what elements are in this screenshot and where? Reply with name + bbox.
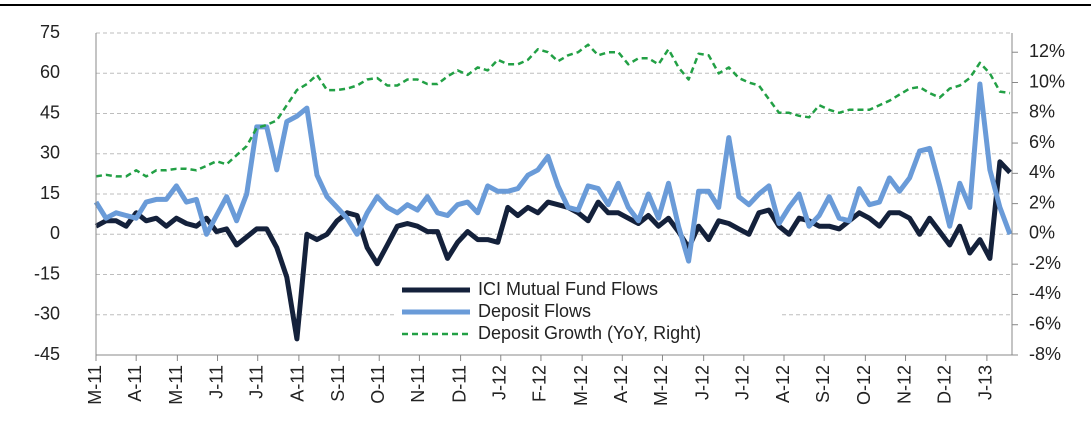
legend-label: ICI Mutual Fund Flows <box>478 279 658 299</box>
y2-tick-label: -6% <box>1029 313 1061 333</box>
y-tick-label: 60 <box>40 62 60 82</box>
x-tick-label: M-11 <box>85 365 105 405</box>
x-tick-label: M-12 <box>651 365 671 406</box>
x-tick-label: D-12 <box>934 365 954 404</box>
x-tick-label: J-13 <box>976 365 996 400</box>
legend-label: Deposit Flows <box>478 301 591 321</box>
y2-tick-label: 8% <box>1029 102 1055 122</box>
y2-tick-label: -4% <box>1029 283 1061 303</box>
y2-tick-label: -8% <box>1029 344 1061 364</box>
x-tick-label: A-12 <box>611 365 631 403</box>
y-tick-label: 30 <box>40 143 60 163</box>
x-tick-label: J-12 <box>490 365 510 400</box>
y-tick-label: 45 <box>40 102 60 122</box>
x-tick-label: J-11 <box>206 365 226 399</box>
series-line <box>94 159 1012 342</box>
series-line <box>95 43 1011 178</box>
y2-tick-label: 4% <box>1029 162 1055 182</box>
y-tick-label: 0 <box>50 223 60 243</box>
x-tick-label: J-12 <box>733 365 753 400</box>
x-tick-label: J-11 <box>246 365 266 399</box>
y2-tick-label: 10% <box>1029 71 1065 91</box>
x-tick-label: M-11 <box>166 365 186 405</box>
plot <box>93 43 1013 342</box>
y2-tick-label: -2% <box>1029 253 1061 273</box>
x-tick-label: M-12 <box>571 365 591 406</box>
y-tick-label: 15 <box>40 183 60 203</box>
x-tick-label: O-11 <box>368 365 388 404</box>
x-tick-label: S-11 <box>328 365 348 402</box>
y-tick-label: -30 <box>34 304 60 324</box>
x-tick-label: A-11 <box>288 365 308 402</box>
y-tick-label: 75 <box>40 22 60 42</box>
x-tick-label: S-12 <box>813 365 833 403</box>
x-tick-label: J-12 <box>692 365 712 400</box>
y2-tick-label: 6% <box>1029 132 1055 152</box>
x-tick-label: F-12 <box>530 365 550 402</box>
x-tick-label: A-12 <box>773 365 793 403</box>
x-tick-label: O-12 <box>854 365 874 405</box>
x-tick-label: A-11 <box>125 365 145 402</box>
y2-tick-label: 0% <box>1029 223 1055 243</box>
y-tick-label: -15 <box>34 263 60 283</box>
x-tick-label: N-12 <box>894 365 914 404</box>
x-tick-label: N-11 <box>408 365 428 403</box>
y2-tick-label: 12% <box>1029 41 1065 61</box>
y-tick-label: -45 <box>34 344 60 364</box>
x-tick-label: D-11 <box>449 365 469 403</box>
series-line <box>93 81 1013 264</box>
y2-tick-label: 2% <box>1029 192 1055 212</box>
legend-label: Deposit Growth (YoY, Right) <box>478 323 701 343</box>
